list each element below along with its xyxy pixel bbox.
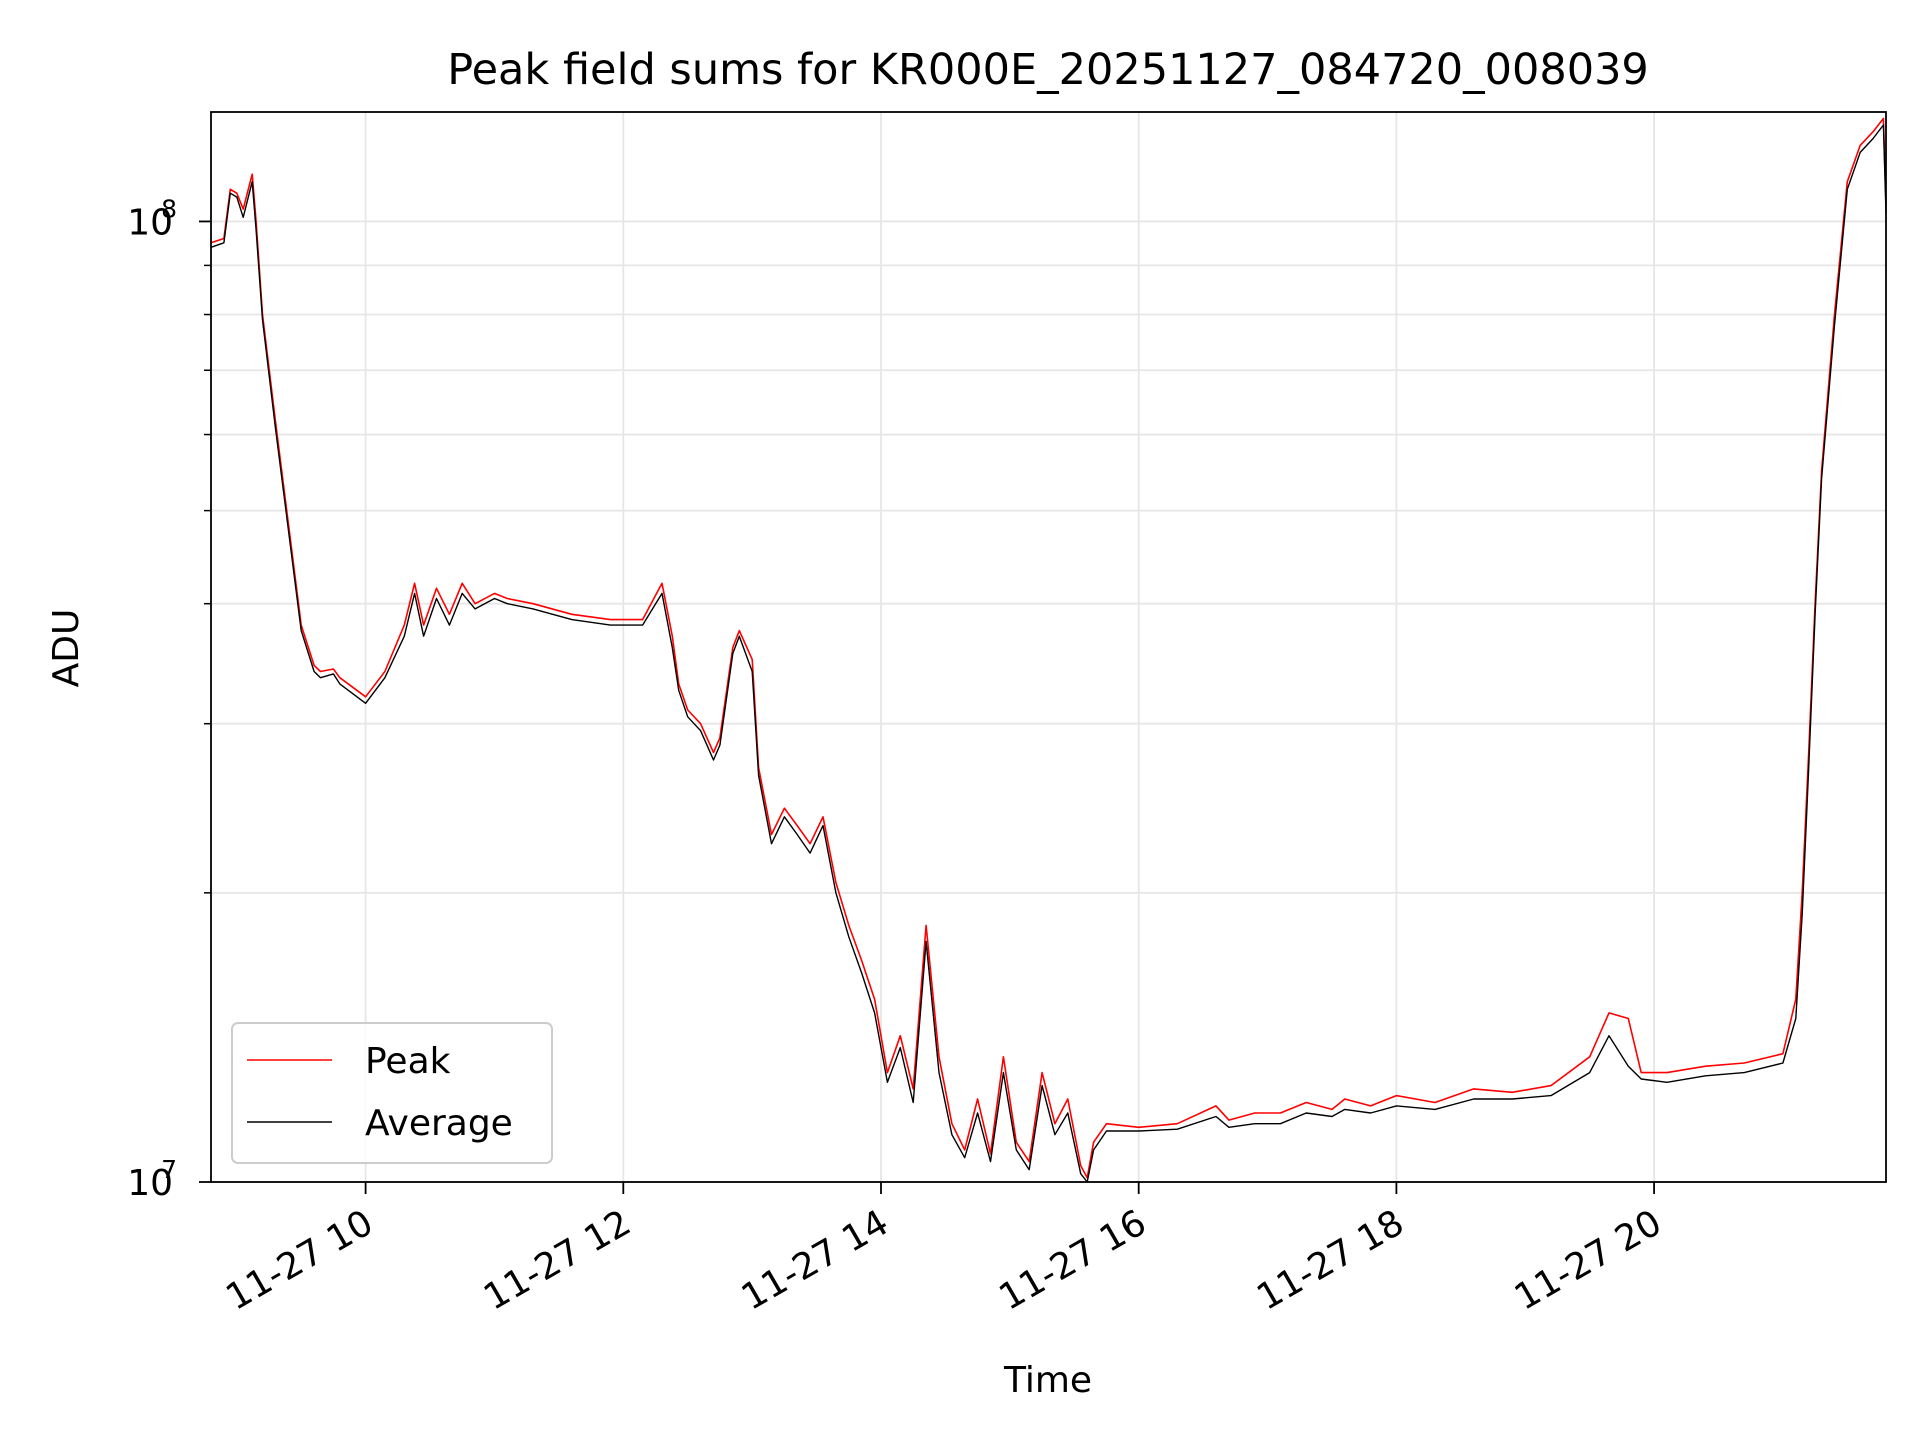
chart-title: Peak field sums for KR000E_20251127_0847… [447,45,1649,95]
series-line-peak [210,117,1887,1179]
y-tick-label: 10 [127,202,173,243]
series-line-average [210,124,1887,1183]
legend-box [231,1022,553,1164]
series-group [210,117,1887,1183]
y-tick-exponent: 8 [161,194,177,223]
y-tick-label: 10 [127,1163,173,1204]
legend-peak-label: Peak [365,1041,451,1082]
plot-frame [210,111,1887,1183]
y-tick-exponent: 7 [161,1155,177,1184]
x-axis-label: Time [1003,1360,1092,1401]
legend: Peak Average [231,1022,553,1164]
y-axis-label: ADU [46,609,87,688]
legend-average-label: Average [365,1103,513,1144]
